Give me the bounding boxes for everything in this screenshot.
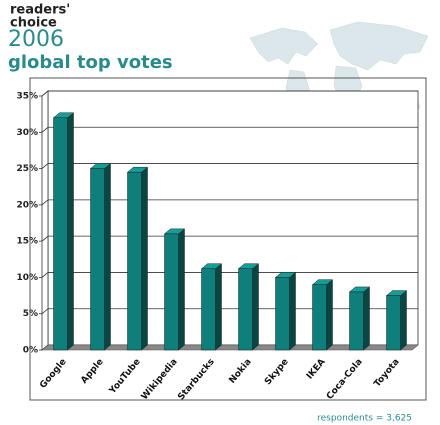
grid-line	[41, 90, 418, 97]
grid-line	[41, 235, 418, 242]
bar-side	[104, 163, 111, 351]
chart-frame	[29, 77, 427, 401]
y-tick-label: 5%	[23, 309, 38, 319]
bar-side	[252, 263, 259, 351]
brand-line-2: choice	[10, 16, 57, 31]
x-tick-label: YouTube	[107, 357, 143, 397]
bar	[90, 168, 105, 351]
bar-side	[215, 263, 222, 351]
bar	[201, 268, 216, 351]
x-tick-label: Apple	[79, 357, 105, 386]
y-tick-label: 35%	[16, 92, 38, 102]
grid-line	[41, 126, 418, 133]
bar	[127, 171, 142, 351]
bar-side	[400, 290, 407, 351]
x-tick-label: Nokia	[228, 357, 254, 386]
bar-side	[141, 166, 148, 351]
bar-side	[67, 112, 74, 351]
x-tick-label: Starbucks	[176, 357, 216, 402]
y-tick-label: 30%	[16, 128, 38, 138]
bar-side	[363, 286, 370, 351]
bar	[164, 233, 179, 351]
x-tick-label: IKEA	[305, 357, 328, 381]
y-tick-label: 0%	[23, 346, 38, 356]
grid-line	[41, 163, 418, 169]
bar	[312, 284, 327, 351]
grid-line	[41, 199, 418, 206]
brand-year: 2006	[8, 27, 64, 52]
bar-side	[326, 279, 333, 351]
brand-line-1: readers'	[10, 3, 70, 18]
chart-title: global top votes	[8, 52, 173, 73]
bar	[238, 268, 253, 351]
bar	[349, 291, 364, 351]
x-tick-label: Coca-Cola	[325, 357, 365, 402]
plot-area: 0% 5% 10% 15% 20% 25% 30% 35% Google Apple YouTube…	[16, 90, 419, 402]
x-tick-label: Wikipedia	[140, 357, 180, 402]
bar-side	[289, 271, 296, 351]
bar-side	[178, 228, 185, 351]
y-tick-label: 20%	[16, 200, 38, 210]
bar	[386, 295, 401, 351]
y-tick-label: 15%	[16, 237, 38, 247]
x-tick-label: Toyota	[372, 357, 401, 389]
x-tick-label: Google	[38, 357, 68, 391]
bar	[275, 277, 290, 351]
footnote: respondents = 3,625	[317, 414, 412, 424]
x-tick-label: Skype	[263, 357, 291, 387]
y-tick-label: 10%	[16, 273, 38, 283]
y-tick-label: 25%	[16, 164, 38, 174]
bar	[53, 117, 68, 351]
